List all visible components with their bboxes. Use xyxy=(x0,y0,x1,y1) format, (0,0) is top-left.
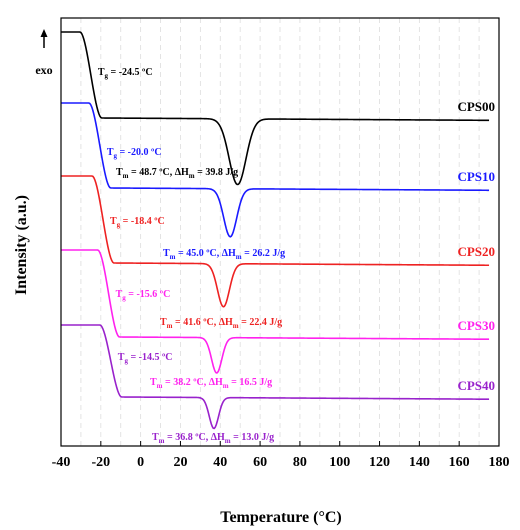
annotations: CPS00 Tg = -24.5 ºC Tm = 48.7 ºC, ΔHm = 39… xyxy=(98,67,495,445)
tg-label: Tg = -20.0 ºC xyxy=(107,147,162,160)
series-name-cps10: CPS10 xyxy=(457,169,495,184)
grid-lines xyxy=(80,18,480,446)
x-tick-label: 40 xyxy=(213,455,227,470)
tm-label: Tm = 41.6 ºC, ΔHm = 22.4 J/g xyxy=(160,317,282,330)
x-tick-label: 80 xyxy=(293,455,307,470)
tg-label: Tg = -14.5 ºC xyxy=(118,352,173,365)
series-line-cps30 xyxy=(61,249,490,374)
x-tick-label: 180 xyxy=(489,455,510,470)
x-axis-label: Temperature (°C) xyxy=(220,509,341,526)
x-tick-label: 140 xyxy=(409,455,430,470)
x-tick-label: -20 xyxy=(91,455,110,470)
x-tick-label: 60 xyxy=(253,455,267,470)
x-tick-label: 20 xyxy=(173,455,187,470)
x-tick-label: 100 xyxy=(329,455,350,470)
tg-label: Tg = -15.6 ºC xyxy=(116,289,171,302)
exo-label: exo xyxy=(35,63,52,77)
series-name-cps40: CPS40 xyxy=(457,378,495,393)
series-line-cps20 xyxy=(61,175,490,308)
dsc-curves xyxy=(61,31,490,430)
tm-label: Tm = 48.7 ºC, ΔHm = 39.8 J/g xyxy=(116,167,238,180)
exo-arrowhead-icon xyxy=(40,29,48,37)
x-tick-label: 0 xyxy=(137,455,144,470)
series-name-cps30: CPS30 xyxy=(457,318,495,333)
series-line-cps10 xyxy=(61,102,490,238)
series-name-cps20: CPS20 xyxy=(457,244,495,259)
tm-label: Tm = 45.0 ºC, ΔHm = 26.2 J/g xyxy=(163,248,285,261)
x-tick-label: -40 xyxy=(52,455,71,470)
series-line-cps40 xyxy=(61,324,490,430)
y-axis-label: Intensity (a.u.) xyxy=(13,195,30,295)
x-axis-ticks: -40 -20 0 20 40 60 80 100 120 140 160 180 xyxy=(52,441,510,470)
x-tick-label: 160 xyxy=(449,455,470,470)
series-line-cps00 xyxy=(61,31,490,186)
tm-label: Tm = 36.8 ºC, ΔHm = 13.0 J/g xyxy=(152,432,274,445)
series-name-cps00: CPS00 xyxy=(457,99,495,114)
tg-label: Tg = -24.5 ºC xyxy=(98,67,153,80)
exo-indicator: exo xyxy=(35,29,53,77)
x-tick-label: 120 xyxy=(369,455,390,470)
plot-frame xyxy=(60,17,500,447)
tg-label: Tg = -18.4 ºC xyxy=(110,216,165,229)
tm-label: Tm = 38.2 ºC, ΔHm = 16.5 J/g xyxy=(150,377,272,390)
